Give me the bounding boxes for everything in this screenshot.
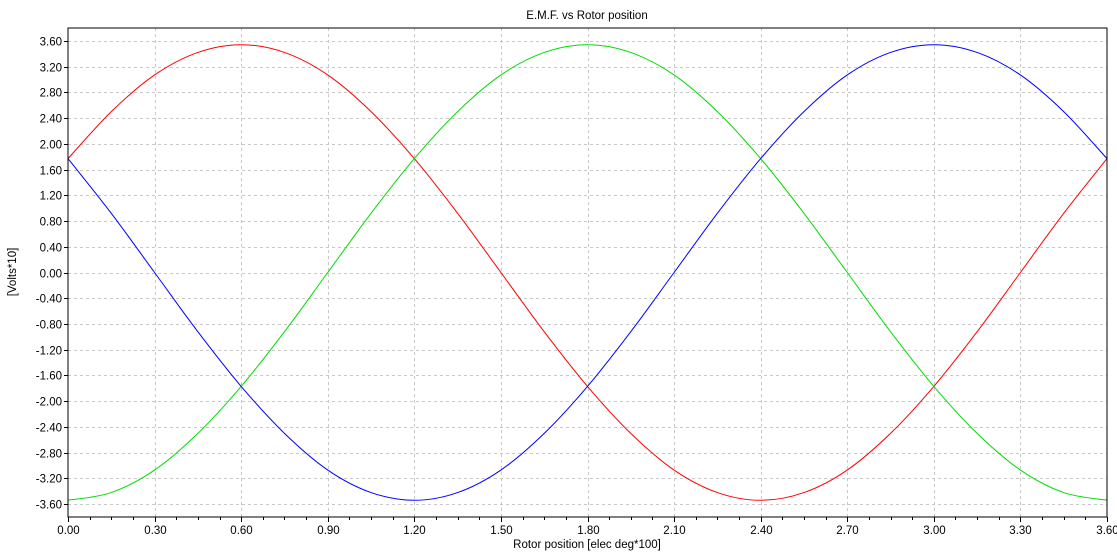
x-tick-label: 2.70	[836, 525, 858, 537]
y-tick-label: -2.00	[36, 397, 62, 409]
x-tick-label: 2.10	[663, 525, 685, 537]
y-tick-label: 0.00	[40, 269, 62, 281]
y-tick-label: -2.80	[36, 449, 62, 461]
y-tick-label: 2.00	[40, 140, 62, 152]
x-tick-label: 0.90	[317, 525, 339, 537]
y-tick-label: 3.20	[40, 63, 62, 75]
y-tick-label: 0.40	[40, 243, 62, 255]
x-tick-label: 0.00	[57, 525, 79, 537]
y-tick-label: -2.40	[36, 423, 62, 435]
y-tick-label: -1.20	[36, 346, 62, 358]
y-tick-label: -0.40	[36, 294, 62, 306]
x-tick-label: 1.80	[577, 525, 599, 537]
y-tick-label: 2.80	[40, 88, 62, 100]
x-axis-label: Rotor position [elec deg*100]	[513, 539, 661, 551]
chart-title: E.M.F. vs Rotor position	[526, 10, 647, 22]
y-tick-label: -3.60	[36, 500, 62, 512]
y-tick-label: -3.20	[36, 474, 62, 486]
x-tick-label: 1.50	[490, 525, 512, 537]
x-tick-label: 3.60	[1096, 525, 1117, 537]
y-axis-label: [Volts*10]	[7, 248, 19, 297]
y-tick-label: 0.80	[40, 217, 62, 229]
axis-ticks: 3.60 3.20 2.80 2.40 2.00 1.60 1.20 0.80 0.40 0.00…	[36, 37, 1117, 538]
x-tick-label: 2.40	[750, 525, 772, 537]
x-tick-label: 3.30	[1009, 525, 1031, 537]
y-tick-label: 1.60	[40, 166, 62, 178]
series-line-3	[67, 44, 1108, 501]
x-tick-label: 1.20	[403, 525, 425, 537]
y-tick-label: 1.20	[40, 191, 62, 203]
x-tick-label: 0.30	[144, 525, 166, 537]
y-tick-label: -1.60	[36, 371, 62, 383]
y-tick-label: 2.40	[40, 114, 62, 126]
x-tick-label: 3.00	[923, 525, 945, 537]
series-lines	[67, 44, 1108, 501]
x-tick-label: 0.60	[230, 525, 252, 537]
plot-frame	[67, 27, 1108, 518]
y-tick-label: -0.80	[36, 320, 62, 332]
series-line-2	[67, 44, 1108, 501]
y-tick-label: 3.60	[40, 37, 62, 49]
grid	[68, 28, 1107, 517]
